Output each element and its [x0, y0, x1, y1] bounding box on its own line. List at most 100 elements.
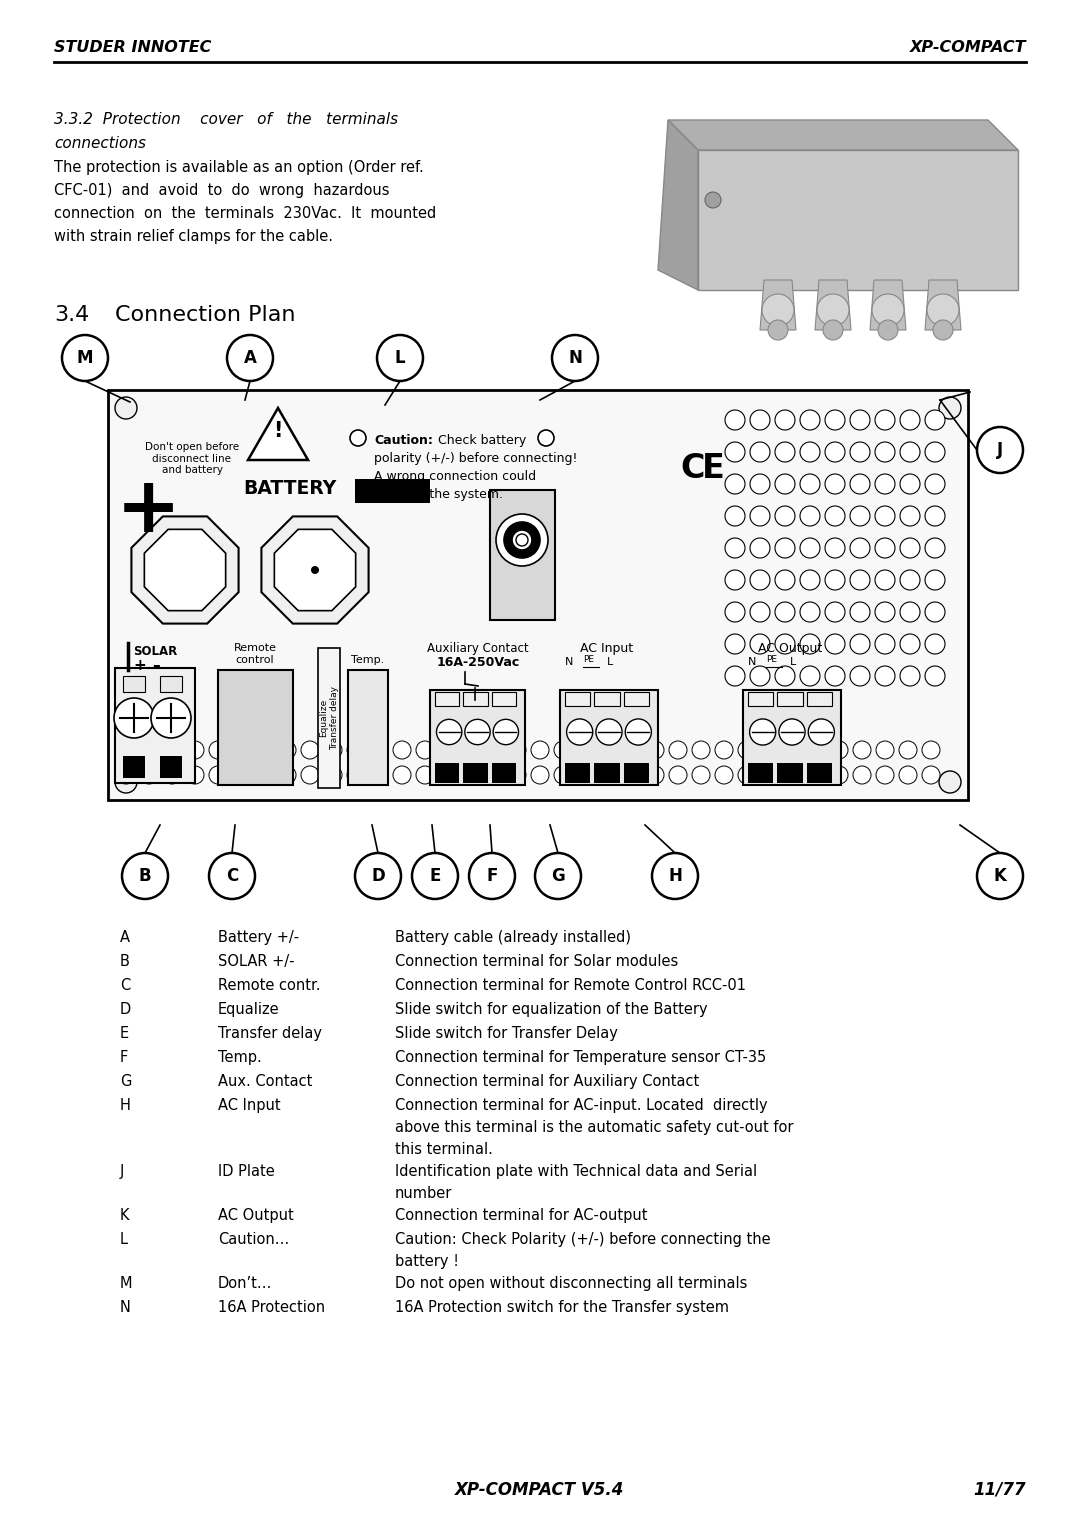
- Circle shape: [924, 442, 945, 461]
- Polygon shape: [760, 280, 796, 330]
- FancyBboxPatch shape: [623, 762, 649, 782]
- Text: E: E: [430, 866, 441, 885]
- Circle shape: [485, 766, 503, 784]
- Circle shape: [825, 474, 845, 494]
- Circle shape: [750, 602, 770, 622]
- Circle shape: [922, 741, 940, 759]
- Circle shape: [623, 741, 642, 759]
- FancyBboxPatch shape: [565, 762, 591, 782]
- Polygon shape: [248, 408, 308, 460]
- FancyBboxPatch shape: [748, 762, 773, 782]
- Text: K: K: [994, 866, 1007, 885]
- Circle shape: [464, 720, 490, 744]
- Circle shape: [311, 565, 319, 575]
- Text: N: N: [748, 657, 756, 668]
- Circle shape: [186, 741, 204, 759]
- Circle shape: [210, 741, 227, 759]
- Text: Battery +/-: Battery +/-: [218, 931, 299, 944]
- Polygon shape: [924, 280, 961, 330]
- Circle shape: [669, 766, 687, 784]
- Circle shape: [516, 533, 528, 545]
- Text: +: +: [116, 472, 180, 549]
- Text: B: B: [120, 953, 130, 969]
- Text: 11/77: 11/77: [973, 1481, 1026, 1499]
- Text: Connection terminal for AC-input. Located  directly: Connection terminal for AC-input. Locate…: [395, 1099, 768, 1112]
- Text: XP-COMPACT V5.4: XP-COMPACT V5.4: [456, 1481, 624, 1499]
- Text: Connection terminal for Temperature sensor CT-35: Connection terminal for Temperature sens…: [395, 1050, 766, 1065]
- Text: J: J: [120, 1164, 124, 1180]
- Text: C: C: [226, 866, 238, 885]
- Circle shape: [232, 741, 249, 759]
- Circle shape: [779, 720, 805, 746]
- Text: F: F: [120, 1050, 129, 1065]
- Text: CFC-01)  and  avoid  to  do  wrong  hazardous: CFC-01) and avoid to do wrong hazardous: [54, 183, 390, 199]
- Circle shape: [538, 429, 554, 446]
- Circle shape: [535, 853, 581, 898]
- Circle shape: [876, 766, 894, 784]
- Circle shape: [117, 741, 135, 759]
- Circle shape: [186, 766, 204, 784]
- Circle shape: [350, 429, 366, 446]
- Polygon shape: [132, 516, 239, 623]
- Circle shape: [646, 766, 664, 784]
- Circle shape: [462, 766, 480, 784]
- Text: Temp.: Temp.: [218, 1050, 261, 1065]
- Circle shape: [600, 766, 618, 784]
- Circle shape: [876, 741, 894, 759]
- Circle shape: [875, 602, 895, 622]
- Circle shape: [725, 570, 745, 590]
- Circle shape: [900, 442, 920, 461]
- Text: J: J: [997, 442, 1003, 458]
- Text: N: N: [568, 348, 582, 367]
- FancyBboxPatch shape: [123, 675, 145, 692]
- Circle shape: [761, 741, 779, 759]
- Circle shape: [800, 634, 820, 654]
- Circle shape: [301, 741, 319, 759]
- Circle shape: [596, 720, 622, 746]
- Circle shape: [922, 766, 940, 784]
- Circle shape: [775, 442, 795, 461]
- Circle shape: [899, 741, 917, 759]
- Circle shape: [900, 666, 920, 686]
- Text: L: L: [607, 657, 613, 668]
- Circle shape: [554, 741, 572, 759]
- Text: E: E: [120, 1025, 130, 1041]
- Circle shape: [114, 772, 137, 793]
- Text: –: –: [152, 659, 160, 672]
- Circle shape: [825, 602, 845, 622]
- FancyBboxPatch shape: [594, 762, 620, 782]
- Circle shape: [875, 442, 895, 461]
- Circle shape: [411, 853, 458, 898]
- Circle shape: [625, 720, 651, 746]
- Text: Connection terminal for AC-output: Connection terminal for AC-output: [395, 1209, 648, 1222]
- Circle shape: [939, 397, 961, 419]
- Text: L: L: [789, 657, 796, 668]
- FancyBboxPatch shape: [160, 756, 183, 778]
- Text: 16A Protection switch for the Transfer system: 16A Protection switch for the Transfer s…: [395, 1300, 729, 1316]
- Text: Identification plate with Technical data and Serial: Identification plate with Technical data…: [395, 1164, 757, 1180]
- Text: polarity (+/-) before connecting!: polarity (+/-) before connecting!: [374, 452, 578, 465]
- Text: Equalize
Transfer delay: Equalize Transfer delay: [320, 686, 339, 750]
- Text: Caution: Check Polarity (+/-) before connecting the: Caution: Check Polarity (+/-) before con…: [395, 1232, 771, 1247]
- Circle shape: [140, 741, 158, 759]
- Circle shape: [377, 335, 423, 380]
- Circle shape: [823, 319, 843, 341]
- Circle shape: [875, 410, 895, 429]
- Text: L: L: [394, 348, 405, 367]
- Circle shape: [600, 741, 618, 759]
- Circle shape: [347, 741, 365, 759]
- Circle shape: [784, 741, 802, 759]
- Circle shape: [438, 741, 457, 759]
- Text: PE: PE: [766, 656, 777, 665]
- Text: Connection Plan: Connection Plan: [114, 306, 296, 325]
- Text: 3.4: 3.4: [54, 306, 90, 325]
- FancyBboxPatch shape: [743, 691, 841, 785]
- Text: Connection terminal for Remote Control RCC-01: Connection terminal for Remote Control R…: [395, 978, 746, 993]
- Circle shape: [151, 698, 191, 738]
- FancyBboxPatch shape: [594, 692, 620, 706]
- Text: !: !: [273, 422, 283, 442]
- Circle shape: [725, 602, 745, 622]
- Circle shape: [762, 293, 794, 325]
- Text: G: G: [551, 866, 565, 885]
- Circle shape: [900, 570, 920, 590]
